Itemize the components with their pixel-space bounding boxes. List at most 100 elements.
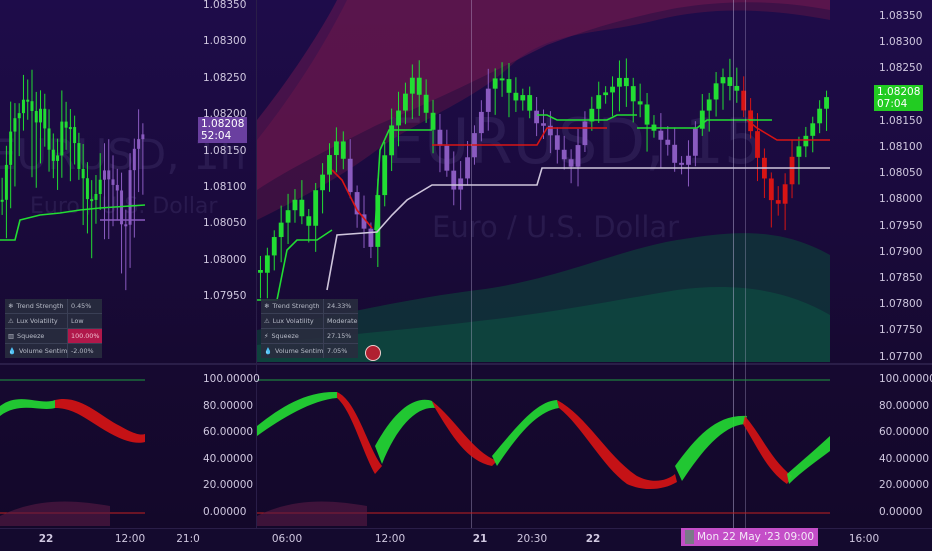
axis-tick-label: 1.07850 xyxy=(879,272,923,284)
table-row-icon: 💧 xyxy=(264,347,272,355)
crosshair-time-marker-icon xyxy=(685,530,694,544)
left-oscillator[interactable] xyxy=(0,366,196,528)
candle xyxy=(43,108,47,129)
candle xyxy=(389,125,395,156)
oscillator-ribbon xyxy=(743,416,792,484)
volume-area xyxy=(0,501,110,526)
oscillator-ribbon xyxy=(432,401,497,466)
crosshair-time-tag: Mon 22 May '23 09:00 xyxy=(681,528,819,546)
table-row-icon: ⚠ xyxy=(264,317,270,325)
trend-line xyxy=(746,119,830,141)
candle xyxy=(396,110,401,126)
candle xyxy=(128,170,132,225)
candle xyxy=(610,86,615,93)
right-oscillator[interactable] xyxy=(257,366,830,528)
oscillator-ribbon xyxy=(337,392,382,474)
axis-tick-label: 40.00000 xyxy=(879,452,930,465)
right-current-price-tag: 1.08208 07:04 xyxy=(874,85,924,111)
candle xyxy=(444,145,450,171)
axis-tick-label: 100.00000 xyxy=(879,373,932,385)
left-price-axis[interactable]: 1.08350 1.08300 1.08250 1.08200 1.08150 1.081… xyxy=(196,0,256,362)
candle xyxy=(485,88,491,112)
candle xyxy=(94,194,98,200)
axis-tick-label: 1.08250 xyxy=(203,71,247,84)
right-price-chart[interactable] xyxy=(257,0,830,362)
pane-divider-vertical[interactable] xyxy=(256,0,257,528)
table-row-value: 100.00% xyxy=(67,329,102,343)
table-row-label: Lux Volatility xyxy=(16,317,58,325)
candle xyxy=(547,125,553,136)
axis-tick-label: 1.08350 xyxy=(203,0,247,11)
candle xyxy=(672,144,678,163)
candle xyxy=(755,131,760,158)
table-row-value: Low xyxy=(67,314,102,328)
candle xyxy=(9,131,13,165)
pane-divider-horizontal[interactable] xyxy=(0,363,932,365)
axis-tick-label: 1.07950 xyxy=(879,219,923,232)
candle xyxy=(623,77,629,87)
right-oscillator-axis[interactable]: 100.00000 80.00000 60.00000 40.00000 20.0000… xyxy=(830,366,932,528)
table-row-label: Trend Strength xyxy=(272,302,320,310)
candle xyxy=(264,255,270,273)
right-price-axis[interactable]: 1.083501.083001.082501.082001.081501.081… xyxy=(830,0,932,363)
candle xyxy=(333,141,339,156)
candle xyxy=(137,139,141,149)
table-row-value: 27.15% xyxy=(323,329,358,343)
candle xyxy=(26,99,30,102)
candle xyxy=(465,157,470,179)
table-row: ❄ Trend Strength 24.33% xyxy=(261,299,358,313)
trend-line xyxy=(326,167,830,291)
table-row-icon: ▥ xyxy=(8,332,15,340)
candle xyxy=(582,121,588,146)
trend-line xyxy=(374,129,432,231)
candle xyxy=(375,195,381,247)
axis-tick-label: 1.08100 xyxy=(879,141,923,153)
candle xyxy=(111,179,115,185)
left-oscillator-axis[interactable]: 100.00000 80.00000 60.00000 40.00000 20.0000… xyxy=(196,366,260,528)
candle xyxy=(824,97,829,109)
left-current-price-tag: 1.08208 52:04 xyxy=(198,117,248,143)
candle xyxy=(803,135,809,147)
candle xyxy=(271,237,277,256)
axis-tick-label: 1.08150 xyxy=(879,114,923,127)
indicator-logo-icon[interactable] xyxy=(365,345,381,361)
candle xyxy=(658,130,664,140)
oscillator-ribbon xyxy=(257,391,337,436)
candle xyxy=(30,101,34,112)
table-row-label: Volume Sentiment xyxy=(274,347,323,355)
trend-line xyxy=(537,114,637,121)
candle xyxy=(4,164,8,200)
candle xyxy=(527,95,533,111)
crosshair-vertical-line-2 xyxy=(745,0,746,528)
candle xyxy=(285,210,291,223)
candle xyxy=(73,127,77,144)
left-price-chart[interactable] xyxy=(0,0,196,362)
candle xyxy=(458,178,464,190)
candle xyxy=(90,199,94,202)
candle xyxy=(423,94,429,113)
candle xyxy=(568,159,574,167)
candle xyxy=(478,111,484,134)
candle xyxy=(541,123,546,126)
time-tick-label: 22 xyxy=(38,533,54,545)
oscillator-ribbon xyxy=(557,400,677,490)
candle xyxy=(713,83,719,100)
candle xyxy=(107,170,111,180)
axis-tick-label: 1.08050 xyxy=(879,167,923,180)
left-current-price: 1.08208 xyxy=(201,118,245,130)
axis-tick-label: 40.00000 xyxy=(203,452,254,465)
trend-line xyxy=(331,169,373,229)
candle xyxy=(47,128,51,150)
candle xyxy=(644,104,650,125)
time-tick-label: 16:00 xyxy=(848,533,880,545)
candle xyxy=(258,270,263,273)
candle xyxy=(409,77,415,94)
trend-line xyxy=(0,204,146,241)
candle xyxy=(403,93,408,111)
candle xyxy=(499,78,505,81)
time-tick-label: 12:00 xyxy=(374,533,406,545)
candle xyxy=(817,108,823,124)
time-tick-label: 06:00 xyxy=(271,533,303,545)
candle xyxy=(617,77,622,87)
time-tick-label: 21 xyxy=(472,533,488,545)
